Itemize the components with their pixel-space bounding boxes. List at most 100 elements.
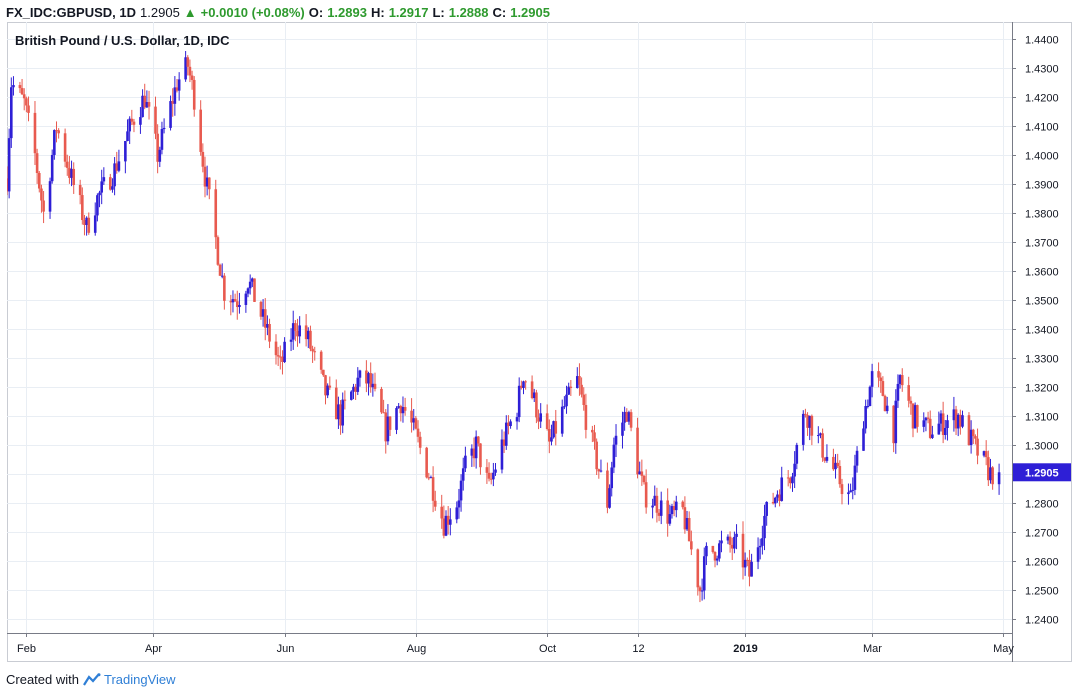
x-tick-label: Feb [17, 643, 36, 655]
candle-down [304, 325, 308, 340]
candle-down [365, 370, 368, 384]
candle-down [253, 278, 256, 302]
candle-up [801, 413, 805, 445]
candle-down [319, 351, 323, 370]
candle-up [139, 117, 142, 125]
candle-up [7, 138, 11, 192]
candle-down [987, 457, 990, 481]
candle-up [946, 420, 949, 428]
candle-down [926, 417, 930, 419]
candle-down [33, 112, 37, 154]
candle-down [130, 118, 134, 122]
candle-up [341, 399, 345, 426]
candle-down [313, 351, 317, 353]
candle-up [885, 405, 889, 412]
candle-down [881, 381, 885, 396]
candle-up [283, 341, 286, 363]
candle-down [713, 551, 717, 561]
candle-down [175, 87, 179, 91]
candle-up [868, 386, 872, 406]
candle-up [102, 177, 106, 182]
candle-down [967, 415, 971, 446]
candle-up [670, 506, 674, 515]
candle-down [380, 388, 383, 413]
candle-down [40, 188, 43, 201]
candle-up [492, 472, 495, 480]
candle-down [156, 133, 159, 162]
candle-up [969, 429, 973, 446]
candle-up [352, 386, 355, 392]
candle-up [720, 540, 723, 544]
candle-up [705, 545, 708, 557]
candle-up [306, 330, 310, 340]
candle-up [982, 451, 986, 456]
candle-up [614, 435, 618, 445]
candle-down [644, 482, 648, 508]
x-tick-label: 12 [632, 643, 644, 655]
candle-down [696, 549, 700, 588]
candle-down [535, 392, 538, 418]
candlestick-chart[interactable]: 1.24001.25001.26001.27001.28001.29001.30… [5, 22, 1072, 662]
candle-up [162, 127, 166, 130]
candle-up [111, 186, 114, 190]
candle-up [851, 489, 855, 491]
candle-down [690, 541, 693, 550]
candle-down [229, 300, 233, 303]
tradingview-link[interactable]: TradingView [83, 672, 176, 687]
time-axis[interactable]: Feb Apr Jun Aug Oct 12 2019 Mar May [7, 633, 1014, 655]
y-tick-label: 1.3200 [1025, 383, 1059, 395]
candle-up [401, 407, 405, 414]
y-tick-label: 1.3100 [1025, 412, 1059, 424]
candle-up [126, 131, 129, 142]
candle-down [810, 415, 814, 436]
candle-up [238, 304, 241, 308]
candle-down [748, 559, 751, 577]
x-tick-label: Mar [863, 643, 882, 655]
candle-down [683, 507, 687, 530]
candle-up [608, 488, 611, 508]
candle-down [928, 418, 932, 438]
candle-up [48, 181, 52, 212]
candle-down [489, 478, 493, 480]
candle-up [756, 547, 760, 562]
symbol-header: FX_IDC:GBPUSD, 1D 1.2905 ▲ +0.0010 (+0.0… [6, 3, 554, 21]
candle-up [550, 437, 553, 442]
candle-up [623, 411, 626, 423]
candle-up [10, 87, 13, 139]
candle-up [70, 168, 73, 178]
candle-up [455, 507, 459, 520]
candle-up [509, 421, 512, 427]
candle-up [397, 405, 400, 409]
candle-up [100, 181, 103, 193]
candle-up [53, 130, 56, 155]
candle-up [825, 456, 829, 461]
chart-frame[interactable]: 1.24001.25001.26001.27001.28001.29001.30… [5, 22, 1072, 662]
candle-up [117, 161, 121, 171]
candle-up [758, 545, 762, 548]
candle-down [416, 428, 420, 437]
candle-up [862, 428, 865, 451]
candle-down [476, 436, 480, 444]
candle-up [160, 129, 164, 150]
candle-up [337, 404, 340, 420]
tradingview-brand: TradingView [103, 672, 176, 687]
candle-down [698, 587, 702, 592]
last-price-badge-bg [1013, 463, 1071, 482]
symbol-label[interactable]: FX_IDC:GBPUSD, 1D [6, 4, 137, 20]
candle-up [718, 543, 721, 559]
candle-down [294, 323, 297, 331]
candle-up [894, 400, 898, 444]
price-axis[interactable]: 1.24001.25001.26001.27001.28001.29001.30… [1012, 22, 1059, 662]
candle-down [382, 412, 385, 414]
change-up-icon: ▲ [183, 4, 197, 20]
candle-down [192, 79, 196, 110]
candle-down [199, 109, 202, 152]
candle-down [442, 518, 446, 536]
candle-up [651, 505, 654, 508]
candle-down [425, 447, 428, 478]
candle-down [214, 189, 218, 238]
candle-down [18, 85, 22, 89]
candle-up [668, 514, 672, 524]
candle-up [367, 373, 370, 384]
candle-down [369, 373, 372, 388]
